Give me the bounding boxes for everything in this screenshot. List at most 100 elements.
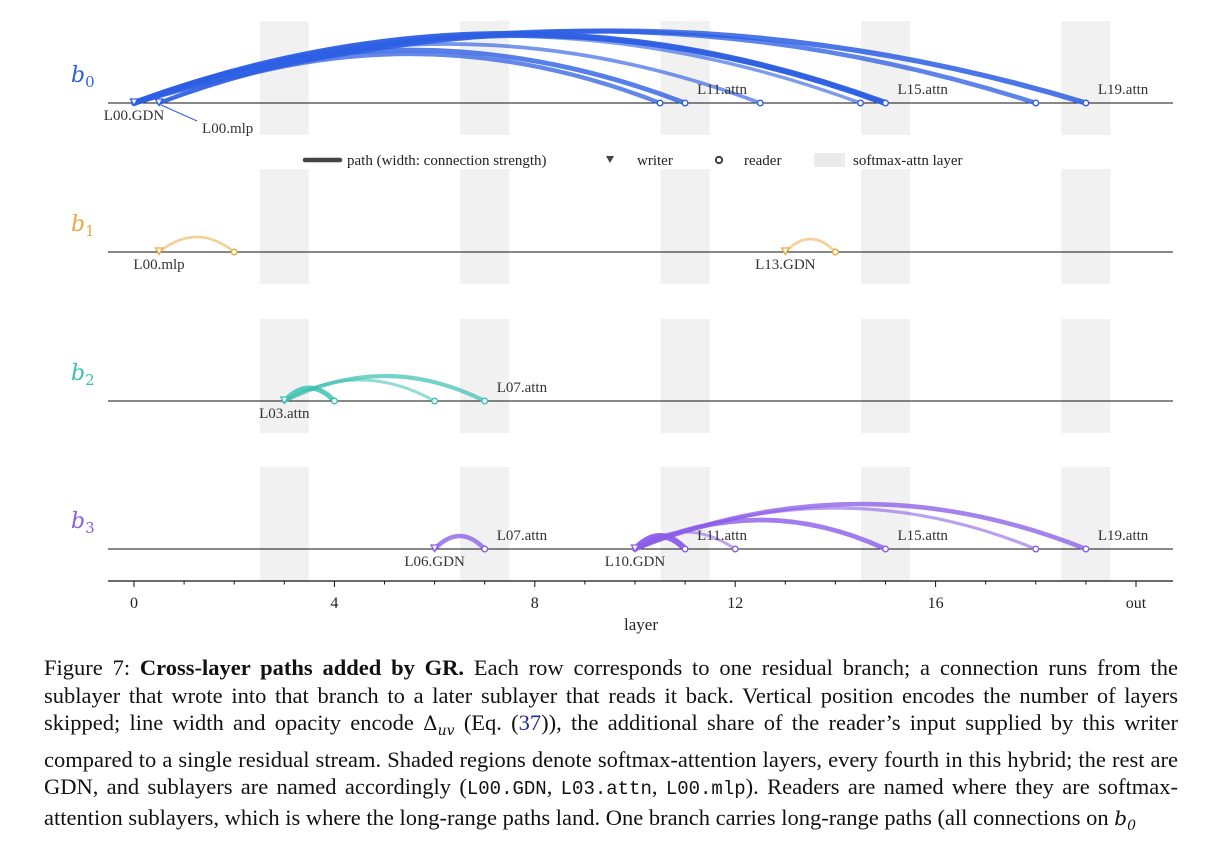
x-tick-label: 4 — [330, 595, 338, 612]
branch-rows: b0 L00.GDN L00.mlp L11.attn L15.attn L19.attn… — [71, 28, 1173, 570]
legend-writer-label: writer — [637, 153, 673, 169]
connection-path — [131, 47, 688, 106]
x-tick-label: 12 — [727, 595, 743, 612]
node-label: L06.GDN — [404, 554, 465, 570]
legend-shade-label: softmax-attn layer — [853, 153, 963, 169]
row-label-b3: b3 — [71, 509, 95, 537]
caption-text-3: )), the additional share of the reader’s… — [44, 710, 1178, 799]
legend: path (width: connection strength) writer r… — [302, 153, 963, 169]
softmax-attn-shade — [861, 467, 910, 581]
node-label: L07.attn — [497, 380, 548, 396]
node-label: L13.GDN — [755, 257, 816, 273]
softmax-attn-shade — [259, 467, 309, 581]
reader-marker — [1082, 99, 1090, 107]
legend-shade-swatch — [814, 153, 845, 167]
row-label-b2: b2 — [71, 361, 95, 389]
reader-marker — [882, 545, 890, 553]
branch-row-b0: b0 L00.GDN L00.mlp L11.attn L15.attn L19.attn — [71, 28, 1173, 137]
softmax-attn-shade — [259, 169, 309, 284]
softmax-attn-shade — [1061, 319, 1111, 433]
code-l03-attn: L03.attn — [560, 778, 652, 800]
writer-marker — [154, 247, 164, 256]
legend-reader-label: reader — [744, 153, 781, 169]
softmax-attn-shade — [1061, 21, 1111, 135]
softmax-attn-shade — [460, 319, 510, 433]
softmax-attn-shade — [1061, 467, 1111, 581]
x-axis: 0 4 8 12 16 out layer — [108, 580, 1173, 634]
reader-marker — [1032, 99, 1040, 107]
reader-marker — [756, 99, 764, 107]
softmax-attn-shade — [861, 319, 910, 433]
writer-marker — [630, 544, 640, 553]
reader-marker — [681, 99, 689, 107]
reader-marker — [831, 248, 839, 256]
branch-row-b2: b2 L03.attn L07.attn — [71, 361, 1173, 422]
math-delta-uv: Δuv — [423, 711, 455, 739]
node-label: L15.attn — [898, 528, 949, 544]
x-tick-label: out — [1126, 595, 1147, 612]
row-label-b0: b0 — [71, 63, 95, 91]
reader-marker — [481, 545, 489, 553]
equation-reference-link[interactable]: 37 — [518, 710, 542, 735]
node-label: L03.attn — [259, 406, 310, 422]
writer-marker — [429, 544, 440, 553]
code-l00-gdn: L00.GDN — [466, 778, 547, 800]
row-label-b1: b1 — [71, 212, 95, 240]
legend-path-label: path (width: connection strength) — [347, 153, 547, 169]
reader-marker — [882, 99, 890, 107]
node-label: L11.attn — [697, 528, 747, 544]
connection-path — [632, 501, 1089, 552]
legend-writer-swatch — [606, 156, 614, 163]
caption-text-1: Each row corresponds to one residual bra… — [44, 655, 1179, 735]
reader-marker — [330, 397, 338, 405]
softmax-attn-shade — [660, 319, 710, 433]
node-label: L19.attn — [1098, 82, 1149, 98]
cross-layer-paths-figure: b0 L00.GDN L00.mlp L11.attn L15.attn L19.attn… — [71, 21, 1173, 634]
softmax-attn-shade — [259, 21, 309, 135]
branch-row-b3: b3 L06.GDN L07.attn L10.GDN L11.attn L15.attn… — [71, 501, 1173, 570]
node-label: L00.mlp — [133, 257, 184, 273]
reader-marker — [481, 397, 489, 405]
connection-path — [157, 235, 236, 254]
softmax-attn-shade — [861, 21, 910, 135]
reader-marker — [1032, 545, 1040, 553]
reader-marker — [431, 397, 439, 405]
writer-marker — [129, 98, 139, 107]
node-label: L10.GDN — [605, 554, 666, 570]
connection-path — [156, 51, 663, 106]
reader-marker — [681, 545, 689, 553]
reader-marker — [731, 545, 739, 553]
node-label: L15.attn — [898, 82, 949, 98]
softmax-attn-shade — [861, 169, 910, 284]
reader-marker — [656, 99, 664, 107]
x-tick-label: 16 — [928, 595, 944, 612]
x-axis-title: layer — [624, 615, 658, 634]
softmax-attn-shade — [1061, 169, 1111, 284]
x-tick-label: 0 — [130, 595, 138, 612]
node-label: L19.attn — [1098, 528, 1149, 544]
math-b0: b0 — [1114, 805, 1137, 834]
writer-marker — [154, 98, 164, 107]
softmax-attn-shade — [460, 169, 510, 284]
connection-path — [131, 28, 1039, 106]
connection-path — [282, 374, 487, 404]
figure-caption: Figure 7: Cross-layer paths added by GR.… — [44, 655, 1179, 834]
softmax-attn-shade — [259, 319, 309, 433]
softmax-attn-shading — [259, 21, 1111, 581]
writer-marker — [780, 247, 791, 256]
caption-title: Cross-layer paths added by GR. — [139, 655, 465, 680]
node-label: L07.attn — [497, 528, 548, 544]
legend-reader-swatch — [714, 155, 724, 165]
connection-path — [783, 237, 837, 254]
caption-text-2: (Eq. ( — [454, 710, 519, 735]
caption-text-4: ). Readers are named where they are soft… — [44, 774, 1179, 830]
label-leader-line — [160, 104, 198, 122]
code-l00-mlp: L00.mlp — [665, 778, 746, 800]
branch-row-b1: b1 L00.mlp L13.GDN — [71, 212, 1173, 273]
reader-marker — [856, 99, 864, 107]
softmax-attn-shade — [660, 169, 710, 284]
writer-marker — [279, 396, 290, 405]
connection-path — [432, 533, 487, 552]
node-label: L00.mlp — [202, 121, 253, 137]
softmax-attn-shade — [460, 467, 510, 581]
